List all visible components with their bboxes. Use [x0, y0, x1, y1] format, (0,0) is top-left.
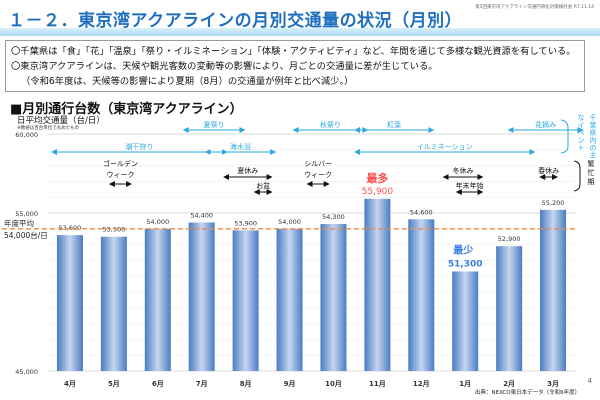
- bar: [364, 198, 391, 371]
- bar-value-label: 52,900: [498, 235, 521, 243]
- busy-bracket: [573, 160, 581, 192]
- bar: [232, 230, 259, 371]
- y-axis-title: 日平均交通量（台/日）: [17, 116, 105, 126]
- events-group-label-char: ト: [578, 144, 585, 152]
- bar: [188, 222, 215, 371]
- x-tick-label: 2月: [503, 380, 515, 388]
- note-line: 〇千葉県は「食」「花」「温泉」「祭り・イルミネーション」「体験・アクティビティ」…: [11, 46, 576, 57]
- x-tick-label: 5月: [108, 380, 120, 388]
- bar-value-label: 54,300: [322, 213, 345, 221]
- summary-notes-box: 〇千葉県は「食」「花」「温泉」「祭り・イルミネーション」「体験・アクティビティ」…: [5, 40, 585, 92]
- events-group-label-char: の: [590, 144, 597, 152]
- busy-period-label: 春休み: [538, 166, 559, 175]
- bar: [452, 271, 479, 371]
- events-group-label-char: ン: [578, 137, 585, 145]
- busy-period-label: ウィーク: [106, 171, 134, 179]
- source-note: 出典：NEXCO東日本データ（令和6年度）: [475, 390, 581, 396]
- x-tick-label: 7月: [196, 380, 208, 388]
- events-group-label-char: ベ: [578, 129, 585, 137]
- events-group-label-char: イ: [578, 122, 585, 130]
- bar: [276, 228, 303, 371]
- x-tick-label: 4月: [64, 380, 76, 388]
- x-tick-label: 11月: [369, 380, 386, 388]
- average-value-label: 54,000台/日: [4, 230, 48, 240]
- bar: [540, 209, 567, 371]
- x-tick-label: 9月: [284, 380, 296, 388]
- busy-group-label-char: 繁: [588, 159, 595, 168]
- page-title: １－２．東京湾アクアラインの月別交通量の状況（月別）: [8, 11, 463, 31]
- events-group-label-char: 主: [590, 151, 597, 160]
- busy-period-label: ウィーク: [304, 171, 332, 179]
- bar-value-label: 54,600: [410, 208, 433, 216]
- note-line: 〇東京湾アクアラインは、天候や観光客数の変動等の影響により、月ごとの交通量に差が…: [11, 61, 438, 72]
- y-tick-label: 45,000: [15, 368, 38, 376]
- events-group-label-char: 県: [590, 129, 597, 137]
- y-tick-label: 55,000: [15, 210, 38, 218]
- event-label: 紅葉: [387, 120, 401, 129]
- bar-value-label: 55,200: [542, 199, 565, 207]
- y-axis-note: ※数値は百台単位で丸めたもの: [17, 126, 80, 131]
- busy-group-label-char: 忙: [588, 168, 595, 177]
- bar: [408, 219, 435, 371]
- bar: [56, 235, 83, 371]
- x-tick-label: 6月: [152, 380, 164, 388]
- event-label: 花摘み: [535, 120, 556, 129]
- bar: [144, 228, 171, 371]
- x-tick-label: 8月: [240, 380, 252, 388]
- max-annotation: 最多: [366, 171, 388, 185]
- average-label: 年度平均: [4, 218, 34, 228]
- busy-group-label-char: 期: [588, 178, 595, 186]
- busy-period-label: 冬休み: [453, 166, 474, 175]
- bar-value-label: 54,000: [278, 218, 301, 226]
- bar: [320, 224, 347, 371]
- event-label: イルミネーション: [417, 143, 473, 151]
- events-group-label-char: 千: [590, 113, 597, 122]
- busy-period-label: 年末年始: [456, 181, 484, 190]
- events-bracket: [560, 119, 569, 154]
- bar-value-label: 53,600: [59, 224, 82, 232]
- busy-period-label: お盆: [256, 181, 270, 190]
- busy-period-label: 夏休み: [237, 166, 258, 175]
- busy-period-label: シルバー: [304, 160, 332, 168]
- x-tick-label: 1月: [459, 380, 471, 388]
- event-label: 夏祭り: [204, 120, 225, 129]
- title-underline-band: [0, 28, 600, 36]
- bar: [496, 246, 523, 371]
- x-tick-label: 12月: [413, 380, 430, 388]
- x-tick-label: 3月: [547, 380, 559, 388]
- bar-value-label: 53,900: [234, 219, 257, 227]
- page-number: 4: [587, 377, 592, 385]
- bar-value-label: 51,300: [448, 259, 483, 269]
- events-group-label-char: 内: [590, 136, 597, 145]
- events-group-label-char: 葉: [590, 121, 597, 130]
- bar-value-label: 55,900: [362, 187, 394, 197]
- bar-value-label: 54,400: [190, 211, 213, 219]
- min-annotation: 最少: [453, 243, 473, 256]
- events-group-label-char: な: [578, 114, 585, 122]
- bar-value-label: 54,000: [146, 218, 169, 226]
- event-label: 秋祭り: [320, 120, 341, 129]
- note-line: （令和6年度は、天候等の影響により夏期（8月）の交通量が例年と比べ減少。）: [21, 76, 354, 87]
- x-tick-label: 10月: [325, 380, 342, 388]
- meeting-label: 第5回東京湾アクアライン交通円滑化対策検討会 R7.11.14: [475, 5, 594, 10]
- event-label: 海水浴: [230, 142, 251, 151]
- bar-value-label: 53,500: [103, 226, 126, 234]
- bar: [100, 236, 127, 371]
- y-tick-label: 60,000: [15, 131, 38, 139]
- event-label: 潮干狩り: [125, 142, 153, 151]
- chart-section-title: ■月別通行台数（東京湾アクアライン）: [10, 102, 243, 117]
- busy-period-label: ゴールデン: [103, 159, 138, 168]
